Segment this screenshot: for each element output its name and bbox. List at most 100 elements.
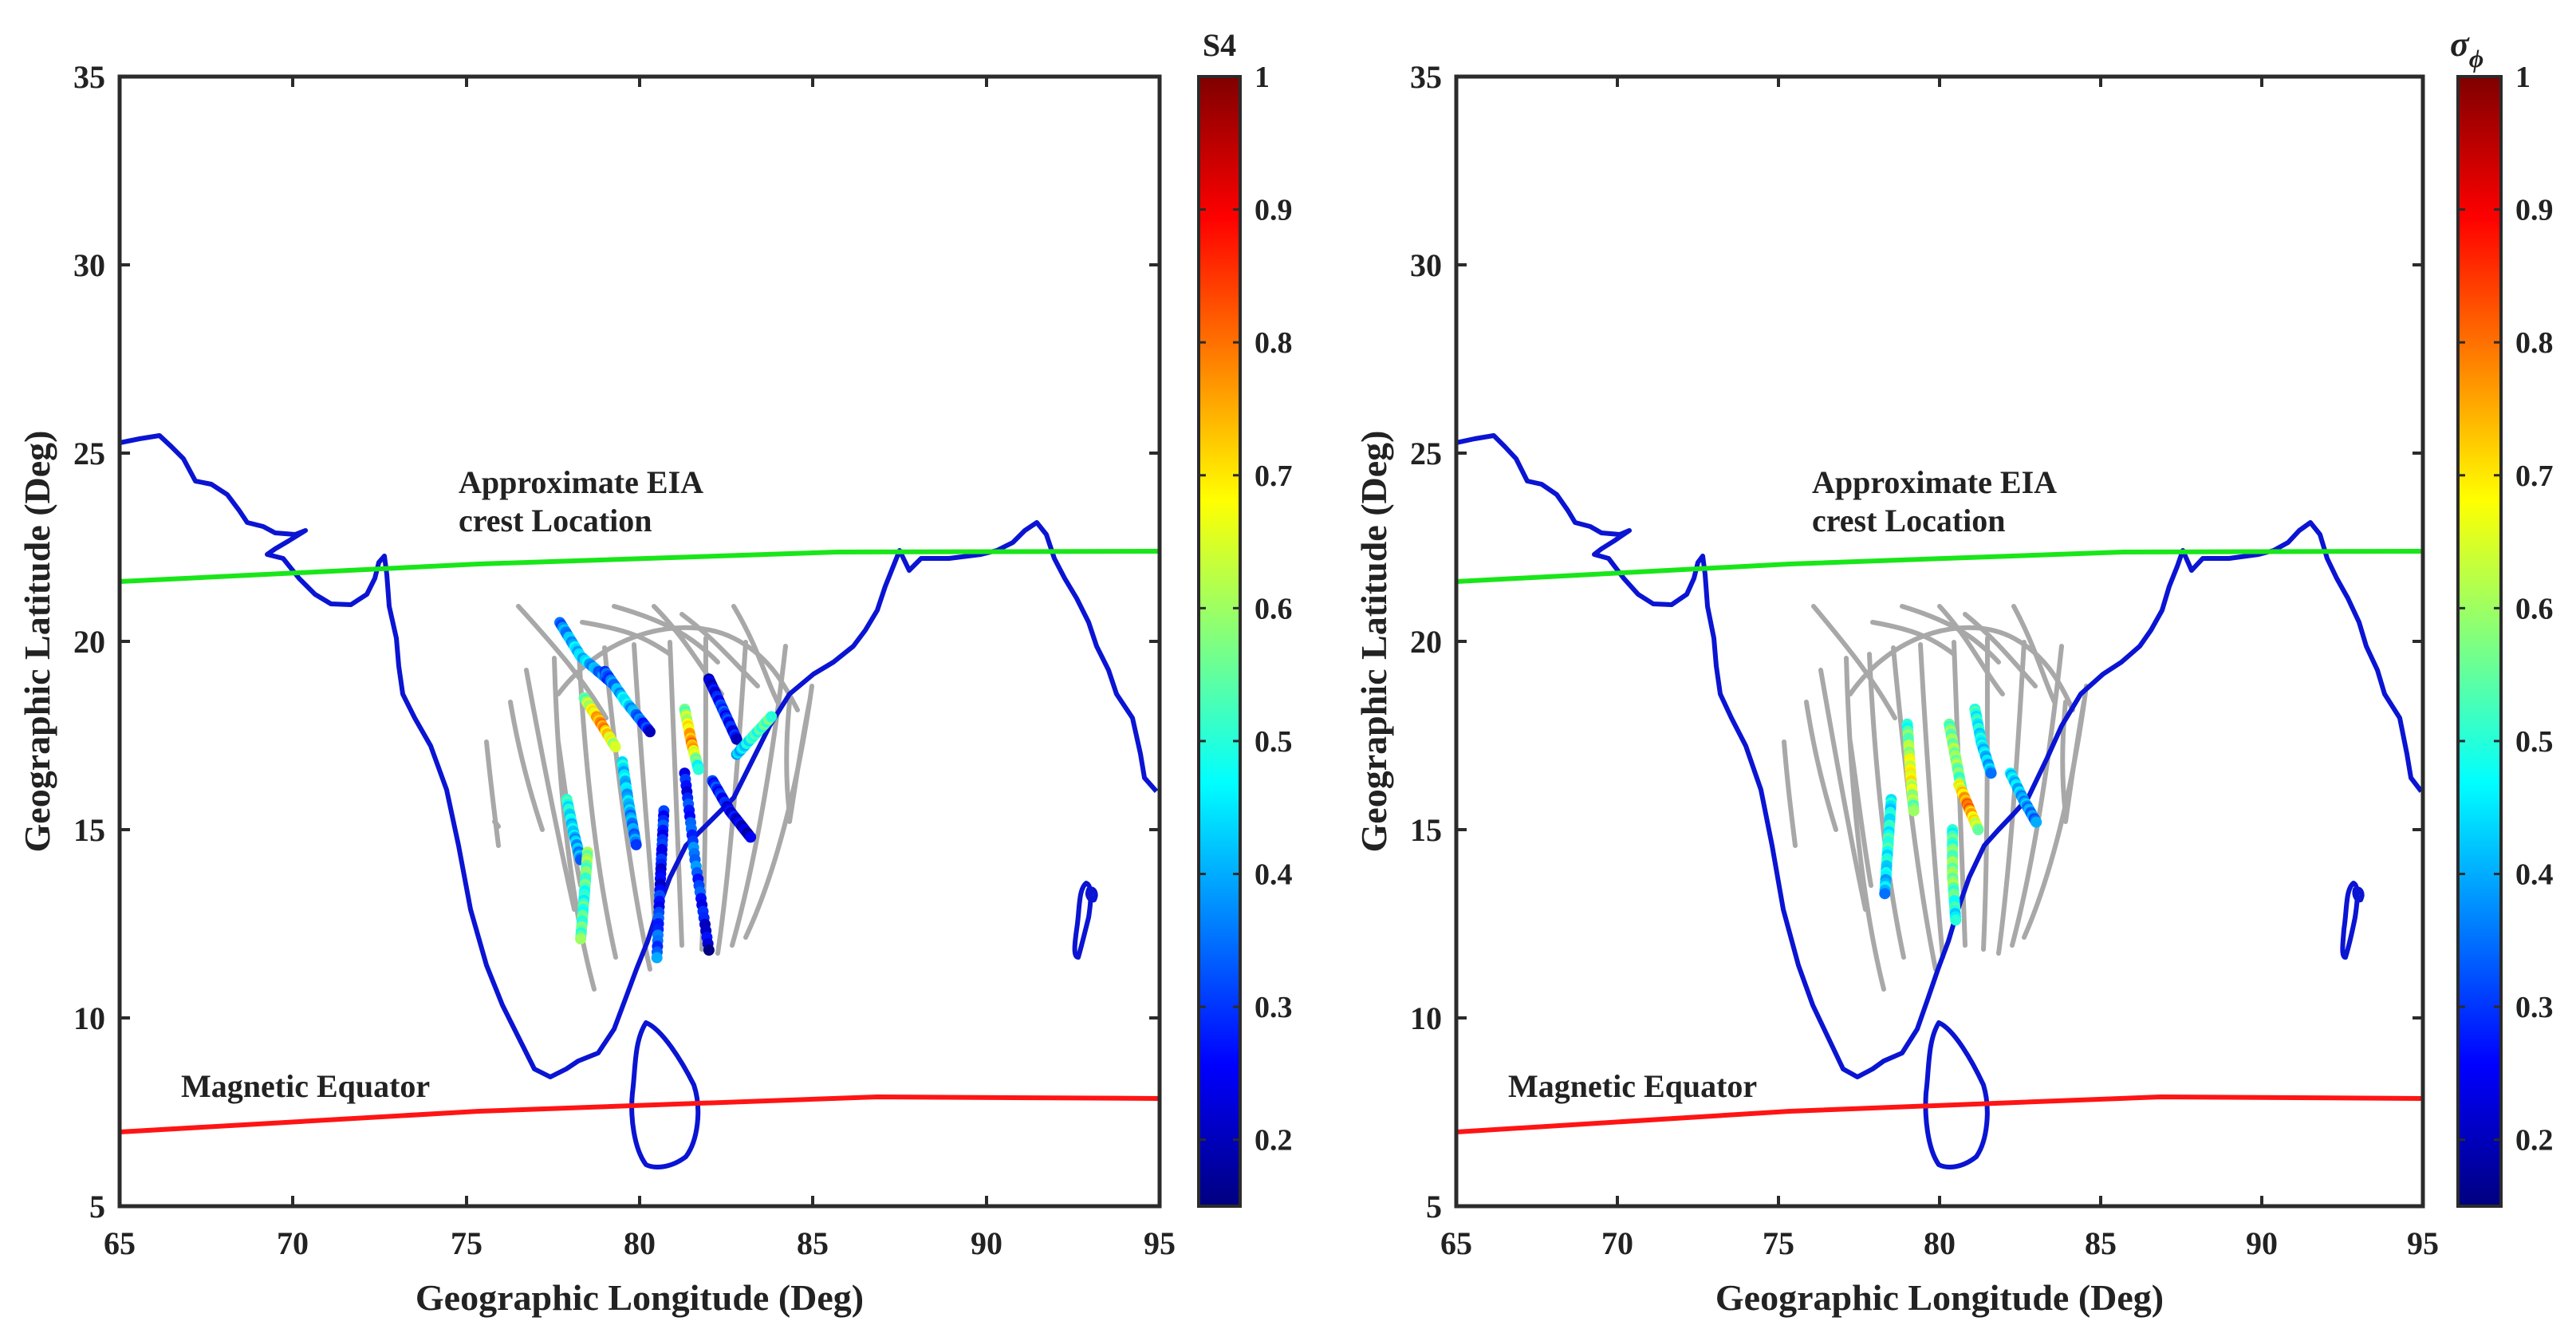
colorbar-tick-label: 1 xyxy=(2515,61,2531,94)
left-colorbar-bar xyxy=(1197,75,1242,1208)
left-x-tick-label: 70 xyxy=(277,1225,309,1261)
left-panel: 65 70 75 80 85 90 95 5 10 15 20 25 30 35… xyxy=(17,27,1293,1318)
left-colorbar-ticks: 0.2 0.3 0.4 0.5 0.6 0.7 0.8 0.9 1 xyxy=(1199,61,1293,1158)
left-eia-annotation-line1: Approximate EIA xyxy=(459,464,703,500)
left-y-tick-label: 10 xyxy=(73,1000,105,1036)
right-x-tick-label: 85 xyxy=(2085,1225,2117,1261)
left-magnetic-equator-annotation: Magnetic Equator xyxy=(181,1068,430,1104)
right-y-tick-label: 10 xyxy=(1410,1000,1442,1036)
scintillation-point xyxy=(630,838,642,850)
scintillation-point xyxy=(745,831,757,843)
scintillation-track xyxy=(679,767,715,956)
right-x-tick-label: 95 xyxy=(2407,1225,2439,1261)
scintillation-track xyxy=(1947,824,1962,926)
colorbar-tick-label: 0.7 xyxy=(1255,459,1293,493)
right-eia-crest-line xyxy=(1456,549,2423,584)
left-y-tick-label: 30 xyxy=(73,247,105,283)
right-magnetic-equator-line xyxy=(1456,1094,2423,1134)
right-gray-satellite-tracks xyxy=(1782,604,2089,992)
scintillation-track xyxy=(651,805,670,964)
left-x-tick-label: 90 xyxy=(971,1225,1002,1261)
right-y-tick-label: 20 xyxy=(1410,624,1442,660)
scintillation-point xyxy=(609,741,621,753)
left-eia-crest-line xyxy=(120,549,1160,584)
left-map-area xyxy=(120,433,1160,1169)
right-y-tick-label: 30 xyxy=(1410,247,1442,283)
scintillation-track xyxy=(679,704,704,775)
scintillation-point xyxy=(703,945,715,956)
left-y-tick-label: 20 xyxy=(73,624,105,660)
right-x-tick-label: 80 xyxy=(1924,1225,1956,1261)
right-colorbar-ticks: 0.2 0.3 0.4 0.5 0.6 0.7 0.8 0.9 1 xyxy=(2458,61,2554,1158)
right-colorbar-title: σϕ xyxy=(2450,25,2483,73)
right-y-tick-label: 5 xyxy=(1426,1189,1442,1225)
right-eia-annotation-line2: crest Location xyxy=(1812,503,2006,538)
right-y-axis-label: Geographic Latitude (Deg) xyxy=(1353,431,1394,853)
colorbar-tick-label: 0.5 xyxy=(1255,725,1293,759)
colorbar-tick-label: 0.9 xyxy=(2515,194,2554,227)
left-colorbar-title: S4 xyxy=(1203,27,1236,63)
scintillation-track xyxy=(1901,718,1920,817)
left-x-ticks xyxy=(118,77,1161,1206)
right-y-ticks xyxy=(1456,263,2423,1020)
left-y-ticks xyxy=(120,263,1160,1020)
left-y-tick-label: 35 xyxy=(73,59,105,95)
scintillation-track xyxy=(2004,767,2042,828)
left-x-tick-label: 65 xyxy=(104,1225,136,1261)
colorbar-tick-label: 0.8 xyxy=(2515,326,2554,360)
right-x-tick-label: 90 xyxy=(2246,1225,2278,1261)
right-colorbar-title-sigma: σ xyxy=(2450,25,2470,64)
left-y-tick-label: 15 xyxy=(73,812,105,848)
left-x-tick-label: 85 xyxy=(797,1225,829,1261)
colorbar-tick-label: 0.6 xyxy=(1255,592,1293,625)
scintillation-track xyxy=(575,846,593,945)
scintillation-point xyxy=(1985,767,1997,779)
scintillation-point xyxy=(692,763,704,775)
scintillation-point xyxy=(1908,805,1920,817)
colorbar-tick-label: 0.4 xyxy=(1255,858,1293,892)
colorbar-tick-label: 0.5 xyxy=(2515,725,2554,759)
colorbar-tick-label: 0.8 xyxy=(1255,326,1293,360)
left-x-tick-label: 75 xyxy=(451,1225,483,1261)
scintillation-track xyxy=(703,673,742,745)
scintillation-point xyxy=(575,933,587,945)
right-colorbar-bar xyxy=(2456,75,2503,1208)
left-x-tick-label: 95 xyxy=(1144,1225,1176,1261)
scintillation-track xyxy=(578,692,621,753)
scintillation-track xyxy=(731,711,778,760)
scintillation-point xyxy=(731,733,742,745)
scintillation-point xyxy=(651,952,663,964)
colorbar-tick-label: 1 xyxy=(1255,61,1270,94)
scintillation-track xyxy=(707,775,757,843)
scintillation-track xyxy=(1879,794,1897,900)
left-y-axis-label: Geographic Latitude (Deg) xyxy=(17,431,57,853)
scintillation-point xyxy=(1879,888,1891,900)
left-eia-annotation-line2: crest Location xyxy=(459,503,652,538)
right-x-tick-label: 65 xyxy=(1440,1225,1472,1261)
left-y-tick-label: 5 xyxy=(89,1189,105,1225)
right-x-ticks xyxy=(1455,77,2424,1206)
left-colorbar: S4 0.2 0.3 0.4 0.5 0.6 0.7 0.8 0.9 1 xyxy=(1197,27,1293,1208)
scintillation-point xyxy=(766,711,778,723)
right-panel: 65 70 75 80 85 90 95 5 10 15 20 25 30 35… xyxy=(1353,25,2554,1318)
left-magnetic-equator-line xyxy=(120,1094,1160,1134)
right-x-axis-label: Geographic Longitude (Deg) xyxy=(1715,1277,2164,1318)
colorbar-tick-label: 0.2 xyxy=(1255,1124,1293,1158)
colorbar-tick-label: 0.3 xyxy=(1255,991,1293,1024)
scintillation-track xyxy=(1969,704,1997,779)
scintillation-track xyxy=(1953,779,1984,835)
colorbar-tick-label: 0.2 xyxy=(2515,1124,2554,1158)
right-colorbar-title-subscript: ϕ xyxy=(2469,44,2484,73)
colorbar-tick-label: 0.6 xyxy=(2515,592,2554,625)
colorbar-tick-label: 0.7 xyxy=(2515,459,2554,493)
scintillation-point xyxy=(644,726,656,738)
colorbar-tick-label: 0.9 xyxy=(1255,194,1293,227)
left-coastline xyxy=(120,433,1159,1169)
colorbar-tick-label: 0.4 xyxy=(2515,858,2554,892)
left-x-tick-label: 80 xyxy=(624,1225,656,1261)
right-eia-annotation-line1: Approximate EIA xyxy=(1812,464,2057,500)
left-scintillation-points xyxy=(554,617,778,964)
scintillation-point xyxy=(1972,824,1984,835)
right-scintillation-points xyxy=(1879,704,2042,926)
